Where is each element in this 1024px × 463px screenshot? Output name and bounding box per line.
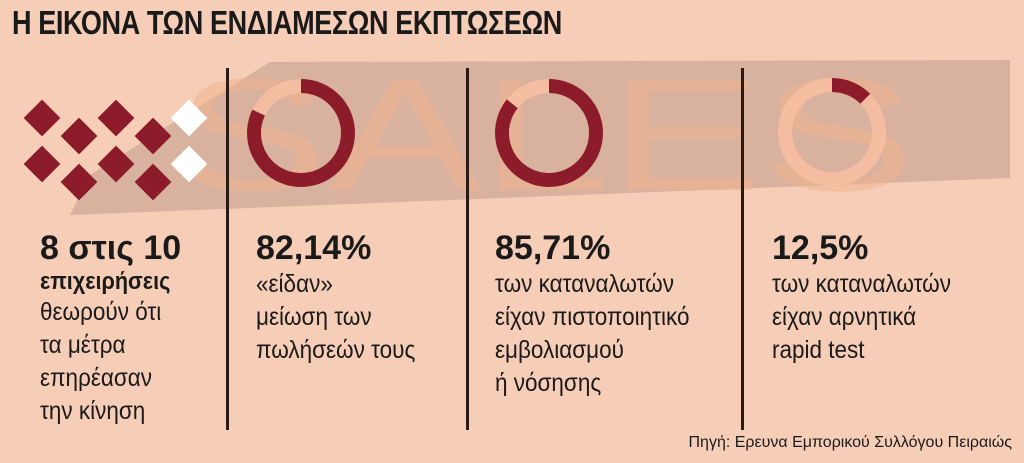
stat-line: των καταναλωτών	[495, 270, 675, 298]
pictogram-8-of-10	[23, 99, 208, 201]
stat-block-sales-drop: 82,14% «είδαν» μείωση των πωλήσεών τους	[256, 228, 433, 367]
stat-value: 82,14%	[256, 229, 372, 267]
stat-line: εμβολιασμού	[495, 336, 624, 364]
column-divider	[226, 68, 229, 430]
stat-block-rapid-test: 12,5% των καταναλωτών είχαν αρνητικά rap…	[772, 228, 971, 367]
stat-line: είχαν πιστοποιητικό	[495, 303, 690, 331]
column-divider	[741, 68, 744, 430]
stat-line: τα μέτρα	[40, 331, 126, 359]
stat-value: 8 στις 10	[40, 229, 182, 267]
stat-line: ή νόσησης	[495, 369, 602, 397]
ring-value-arc	[495, 79, 603, 187]
diamond-filled	[60, 163, 98, 201]
stat-value: 85,71%	[495, 229, 611, 267]
stat-line: rapid test	[772, 336, 865, 364]
diamond-empty	[170, 145, 208, 183]
watermark-text: SALES	[175, 45, 915, 224]
diamond-filled	[97, 99, 135, 137]
ring-charts	[247, 78, 886, 187]
stat-line: πωλήσεών τους	[256, 336, 416, 364]
diamond-empty	[170, 99, 208, 137]
stat-line: μείωση των	[256, 303, 372, 331]
stat-line: την κίνηση	[40, 397, 146, 425]
diamond-filled	[60, 117, 98, 155]
diamond-filled	[97, 145, 135, 183]
stat-line: των καταναλωτών	[772, 270, 952, 298]
source-note: Πηγή: Ερευνα Εμπορικού Συλλόγου Πειραιώς	[688, 434, 1013, 451]
ring-value-arc	[247, 79, 355, 187]
diamond-filled	[134, 163, 172, 201]
stat-block-vaccinated: 85,71% των καταναλωτών είχαν πιστοποιητι…	[495, 228, 711, 400]
diamond-filled	[134, 117, 172, 155]
page-title: Η ΕΙΚΟΝΑ ΤΩΝ ΕΝΔΙΑΜΕΣΩΝ ΕΚΠΤΩΣΕΩΝ	[12, 4, 562, 41]
stat-bold-line: επιχειρήσεις	[40, 268, 171, 295]
stat-line: είχαν αρνητικά	[772, 303, 917, 331]
diamond-filled	[23, 99, 61, 137]
stat-block-businesses: 8 στις 10 επιχειρήσεις θεωρούν ότι τα μέ…	[40, 228, 185, 428]
stat-value: 12,5%	[772, 229, 869, 267]
ring-value-arc	[831, 78, 871, 104]
column-divider	[466, 68, 469, 430]
stat-line: θεωρούν ότι	[40, 298, 162, 326]
stat-line: επηρέασαν	[40, 364, 153, 392]
diamond-filled	[23, 145, 61, 183]
stat-line: «είδαν»	[256, 270, 333, 298]
